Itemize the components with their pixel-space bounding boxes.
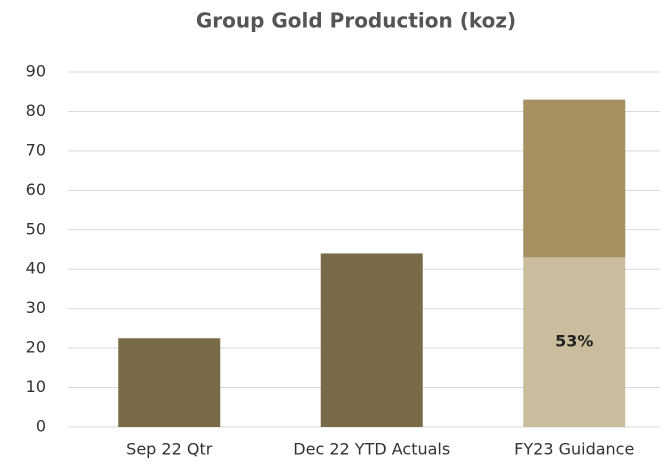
x-tick-label: Dec 22 YTD Actuals: [293, 440, 450, 459]
y-tick-label: 10: [26, 377, 46, 396]
y-tick-label: 90: [26, 62, 46, 81]
chart-title: Group Gold Production (koz): [196, 9, 516, 33]
bar-segment: [320, 253, 423, 427]
y-tick-label: 60: [26, 180, 46, 199]
y-tick-label: 20: [26, 338, 46, 357]
y-tick-label: 0: [36, 417, 46, 436]
y-tick-label: 40: [26, 259, 46, 278]
x-tick-label: FY23 Guidance: [514, 440, 634, 459]
y-tick-label: 50: [26, 219, 46, 238]
x-tick-label: Sep 22 Qtr: [126, 440, 213, 459]
y-tick-label: 30: [26, 298, 46, 317]
annotation: 53%: [555, 332, 593, 351]
bar-segment: [523, 257, 626, 427]
bar-segment: [118, 338, 221, 427]
y-tick-label: 70: [26, 140, 46, 159]
y-tick-label: 80: [26, 101, 46, 120]
bar-segment: [523, 99, 626, 258]
